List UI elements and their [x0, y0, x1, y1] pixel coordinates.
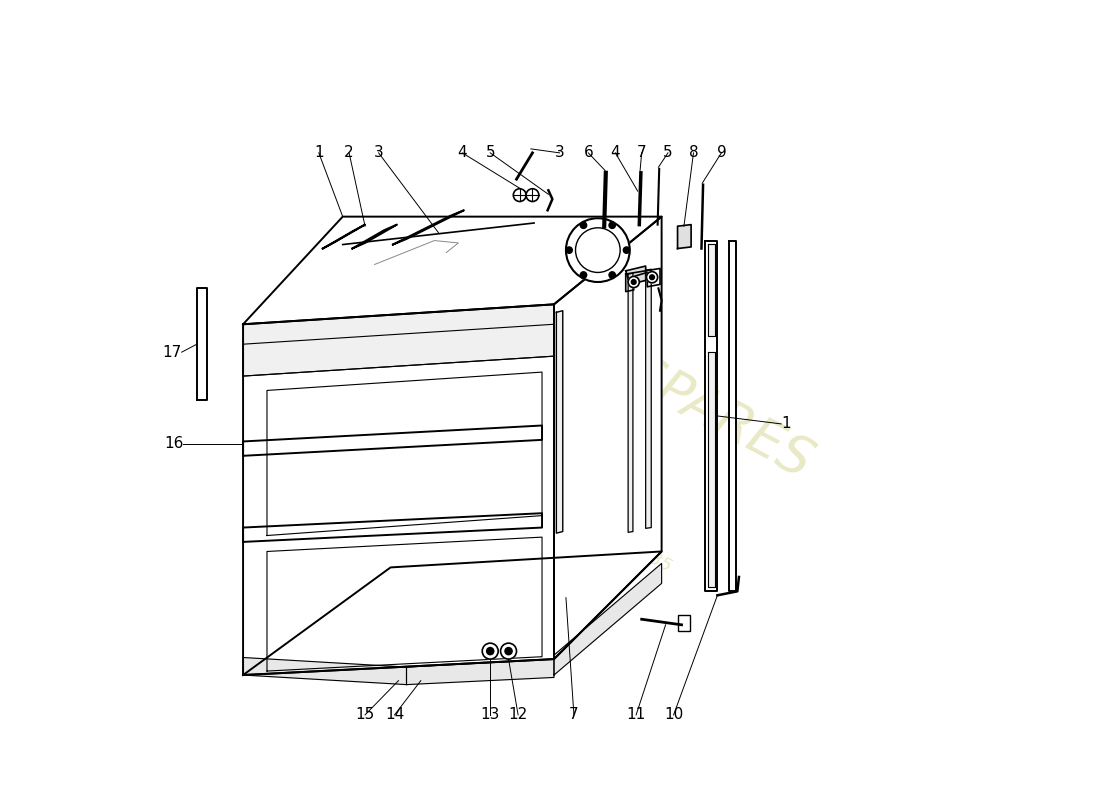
Text: a passion for parts since 1985: a passion for parts since 1985 — [426, 432, 674, 575]
Circle shape — [631, 280, 636, 285]
Text: 16: 16 — [164, 436, 184, 451]
Circle shape — [500, 643, 517, 659]
Text: 3: 3 — [374, 146, 384, 160]
Polygon shape — [243, 304, 554, 675]
Circle shape — [486, 647, 494, 654]
Text: 1: 1 — [314, 146, 323, 160]
Polygon shape — [243, 514, 542, 542]
Polygon shape — [322, 225, 365, 249]
Circle shape — [628, 277, 639, 287]
Text: 13: 13 — [481, 707, 499, 722]
Text: 3: 3 — [554, 146, 564, 160]
Polygon shape — [646, 270, 651, 528]
Text: 4: 4 — [458, 146, 468, 160]
Text: 9: 9 — [716, 146, 726, 160]
Polygon shape — [557, 310, 563, 533]
Circle shape — [609, 222, 615, 229]
Polygon shape — [243, 551, 661, 675]
Text: 8: 8 — [689, 146, 698, 160]
Text: 15: 15 — [355, 707, 375, 722]
Text: 11: 11 — [627, 707, 646, 722]
Polygon shape — [352, 225, 397, 249]
Polygon shape — [243, 324, 554, 376]
Circle shape — [647, 272, 658, 283]
Text: EUROSPARES: EUROSPARES — [486, 278, 822, 490]
Polygon shape — [243, 304, 554, 376]
Circle shape — [565, 218, 629, 282]
Polygon shape — [729, 241, 736, 591]
Polygon shape — [267, 372, 542, 535]
Polygon shape — [626, 266, 646, 285]
Text: 10: 10 — [664, 707, 683, 722]
Polygon shape — [705, 241, 717, 591]
Polygon shape — [554, 563, 661, 675]
Text: 4: 4 — [610, 146, 620, 160]
Bar — [678, 615, 690, 631]
Polygon shape — [554, 217, 661, 659]
Circle shape — [609, 272, 615, 278]
Circle shape — [565, 247, 572, 254]
Polygon shape — [243, 658, 407, 685]
Circle shape — [581, 222, 586, 229]
Circle shape — [581, 272, 586, 278]
Polygon shape — [628, 274, 632, 532]
Polygon shape — [708, 352, 715, 587]
Text: 12: 12 — [508, 707, 528, 722]
Text: 5: 5 — [485, 146, 495, 160]
Polygon shape — [393, 210, 464, 245]
Text: 5: 5 — [663, 146, 673, 160]
Circle shape — [624, 247, 629, 254]
Text: 2: 2 — [344, 146, 354, 160]
Polygon shape — [243, 217, 661, 324]
Text: 7: 7 — [637, 146, 647, 160]
Circle shape — [526, 189, 539, 202]
Polygon shape — [267, 537, 542, 671]
Circle shape — [514, 189, 526, 202]
Polygon shape — [708, 244, 715, 336]
Text: 6: 6 — [583, 146, 593, 160]
Circle shape — [650, 275, 654, 280]
Polygon shape — [678, 225, 691, 249]
Text: 1: 1 — [781, 417, 791, 431]
Polygon shape — [407, 659, 554, 685]
Text: 17: 17 — [163, 345, 182, 360]
Text: 14: 14 — [385, 707, 404, 722]
Circle shape — [505, 647, 513, 654]
Polygon shape — [243, 426, 542, 456]
Text: 7: 7 — [569, 707, 579, 722]
Polygon shape — [197, 288, 207, 400]
Circle shape — [482, 643, 498, 659]
